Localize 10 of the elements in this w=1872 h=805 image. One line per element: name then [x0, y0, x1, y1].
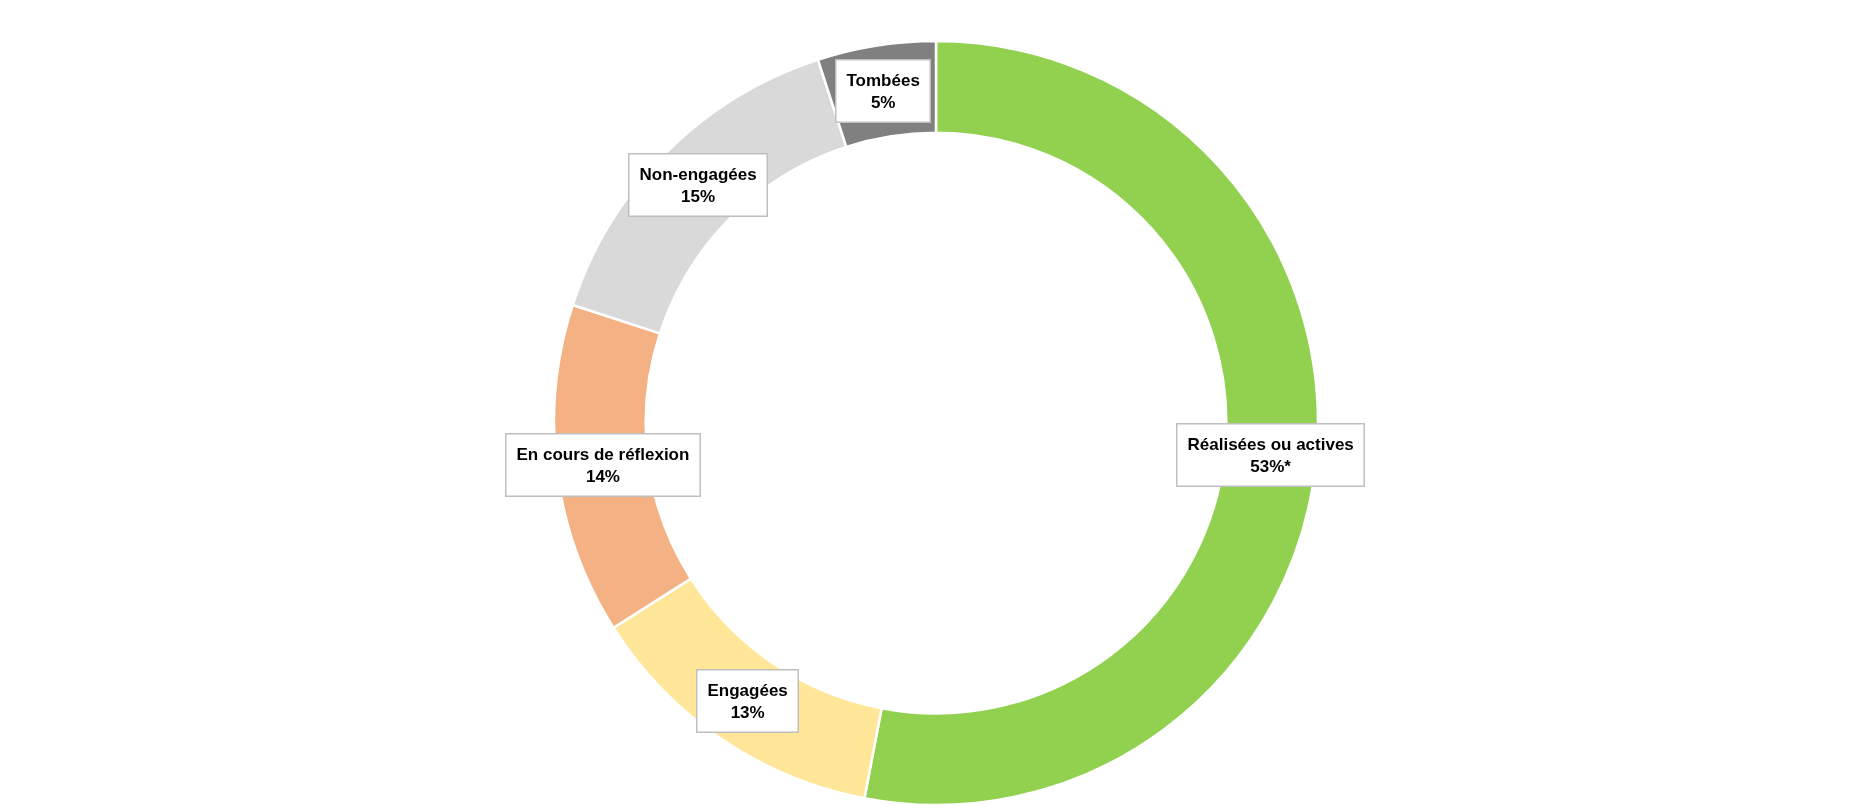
slice-label: Réalisées ou actives — [1187, 434, 1354, 454]
slice-label: Engagées — [707, 680, 788, 700]
slice-label: En cours de réflexion — [516, 444, 690, 464]
data-label: 15% — [681, 186, 716, 206]
data-label: 53%* — [1250, 456, 1292, 476]
data-label: 13% — [730, 702, 765, 722]
data-label: 5% — [870, 92, 896, 112]
data-label: 14% — [585, 466, 620, 486]
slice-label: Non-engagées — [639, 164, 757, 184]
slice-label: Tombées — [846, 70, 920, 90]
